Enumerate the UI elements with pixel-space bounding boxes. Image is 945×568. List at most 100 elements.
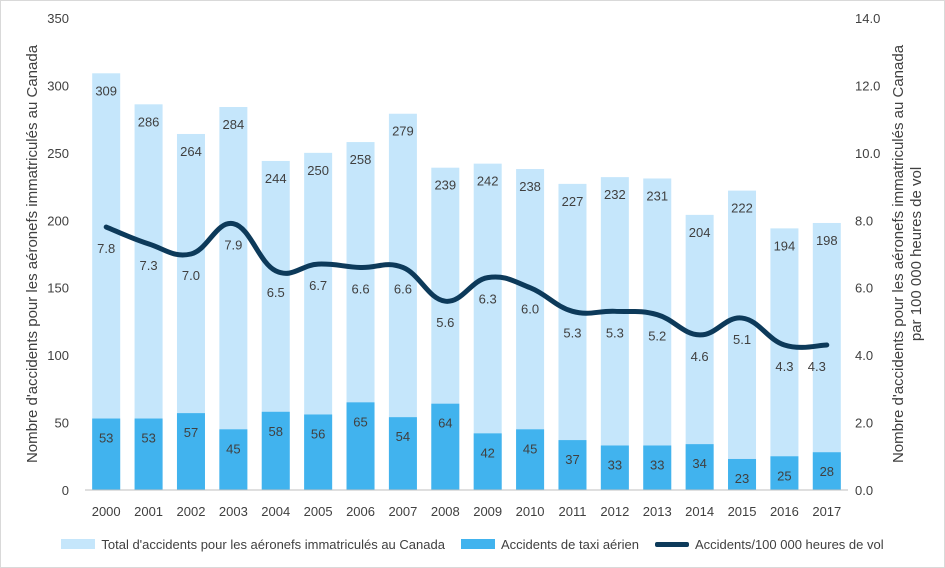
total-bar-label-2017: 198 — [816, 233, 838, 248]
total-bar-label-2000: 309 — [95, 83, 117, 98]
taxi-bar-2009 — [473, 433, 502, 490]
taxi-bar-label-2009: 42 — [480, 445, 494, 460]
legend: Total d'accidents pour les aéronefs imma… — [0, 533, 945, 555]
x-tick-2013: 2013 — [643, 504, 672, 519]
taxi-bar-label-2016: 25 — [777, 468, 791, 483]
total-bar-2003 — [219, 107, 248, 491]
y-right-tick-4.0: 4.0 — [855, 348, 873, 363]
x-tick-2003: 2003 — [219, 504, 248, 519]
total-bar-label-2008: 239 — [434, 178, 456, 193]
right-axis-title-line1: Nombre d'accidents pour les aéronefs imm… — [890, 44, 907, 463]
total-bar-label-2012: 232 — [604, 187, 626, 202]
total-bar-2016 — [770, 228, 799, 490]
taxi-bar-label-2011: 37 — [565, 452, 579, 467]
taxi-bar-2008 — [431, 403, 460, 490]
taxi-bar-label-2002: 57 — [184, 425, 198, 440]
y-right-tick-2.0: 2.0 — [855, 416, 873, 431]
rate-label-2002: 7.0 — [182, 268, 200, 283]
taxi-bar-2001 — [134, 418, 163, 490]
rate-label-2001: 7.3 — [140, 258, 158, 273]
taxi-bar-2007 — [388, 417, 417, 490]
x-tick-2004: 2004 — [261, 504, 290, 519]
taxi-bar-label-2014: 34 — [692, 456, 706, 471]
taxi-bar-2015 — [728, 458, 757, 490]
x-tick-2011: 2011 — [558, 504, 586, 519]
y-left-tick-150: 150 — [47, 281, 69, 296]
taxi-bar-2011 — [558, 440, 587, 490]
taxi-bar-label-2004: 58 — [269, 424, 283, 439]
y-left-tick-200: 200 — [47, 213, 69, 228]
total-bar-2017 — [812, 222, 841, 491]
taxi-bar-2010 — [516, 429, 545, 490]
taxi-bar-label-2007: 54 — [396, 429, 410, 444]
taxi-bar-label-2008: 64 — [438, 416, 452, 431]
taxi-bar-2004 — [261, 411, 290, 490]
y-right-tick-0.0: 0.0 — [855, 483, 873, 498]
total-bar-label-2010: 238 — [519, 179, 541, 194]
legend-swatch-rate — [654, 541, 689, 547]
x-tick-2017: 2017 — [812, 504, 841, 519]
y-left-tick-50: 50 — [55, 416, 69, 431]
y-left-tick-300: 300 — [47, 78, 69, 93]
y-left-tick-350: 350 — [47, 11, 69, 26]
y-right-tick-14.0: 14.0 — [855, 11, 880, 26]
legend-swatch-taxi — [460, 539, 495, 549]
taxi-bar-label-2006: 65 — [353, 414, 367, 429]
y-right-tick-8.0: 8.0 — [855, 213, 873, 228]
total-bar-2013 — [643, 178, 672, 491]
y-right-tick-10.0: 10.0 — [855, 146, 880, 161]
taxi-bar-label-2012: 33 — [608, 457, 622, 472]
legend-label-total: Total d'accidents pour les aéronefs imma… — [101, 536, 445, 552]
taxi-bar-2005 — [304, 414, 333, 490]
taxi-bar-label-2013: 33 — [650, 457, 664, 472]
taxi-bar-label-2001: 53 — [141, 431, 155, 446]
total-bar-label-2001: 286 — [138, 114, 160, 129]
legend-label-rate: Accidents/100 000 heures de vol — [694, 536, 884, 552]
rate-line-layer: 7.8 7.3 7.0 7.9 6.5 6.7 6.6 6.6 5.6 6.3 6.0 5.3 5.3 5… — [97, 221, 830, 374]
left-axis-title: Nombre d'accidents pour les aéronefs imm… — [24, 44, 41, 463]
rate-label-2016: 4.3 — [775, 359, 793, 374]
x-tick-2005: 2005 — [304, 504, 333, 519]
legend-item-rate: Accidents/100 000 heures de vol — [654, 536, 884, 552]
x-tick-2001: 2001 — [134, 504, 163, 519]
total-bar-label-2016: 194 — [774, 238, 796, 253]
rate-label-2010: 6.0 — [521, 302, 539, 317]
legend-label-taxi: Accidents de taxi aérien — [500, 536, 639, 552]
total-bar-label-2011: 227 — [562, 194, 584, 209]
taxi-bar-2002 — [176, 413, 205, 490]
rate-label-2013: 5.2 — [648, 329, 666, 344]
total-bar-2012 — [600, 177, 629, 491]
taxi-bar-label-2000: 53 — [99, 431, 113, 446]
taxi-bar-2000 — [92, 418, 121, 490]
total-bar-label-2007: 279 — [392, 124, 414, 139]
total-bar-label-2013: 231 — [646, 188, 668, 203]
taxi-bar-2017 — [812, 452, 841, 490]
taxi-bar-label-2003: 45 — [226, 441, 240, 456]
taxi-bar-2013 — [643, 445, 672, 490]
total-bar-label-2005: 250 — [307, 163, 329, 178]
rate-label-2000: 7.8 — [97, 241, 115, 256]
rate-label-2008: 5.6 — [436, 315, 454, 330]
legend-item-taxi: Accidents de taxi aérien — [460, 536, 639, 552]
taxi-bar-2003 — [219, 429, 248, 490]
total-bar-2015 — [728, 190, 757, 491]
total-bar-label-2015: 222 — [731, 201, 753, 216]
total-bar-label-2014: 204 — [689, 225, 711, 240]
rate-label-2006: 6.6 — [351, 281, 369, 296]
x-tick-2015: 2015 — [728, 504, 757, 519]
rate-label-2007: 6.6 — [394, 281, 412, 296]
x-tick-2008: 2008 — [431, 504, 460, 519]
x-tick-2009: 2009 — [473, 504, 502, 519]
x-tick-2002: 2002 — [177, 504, 206, 519]
taxi-bar-label-2017: 28 — [820, 464, 834, 479]
taxi-bar-label-2005: 56 — [311, 426, 325, 441]
rate-label-2017: 4.3 — [808, 359, 826, 374]
rate-label-2014: 4.6 — [691, 349, 709, 364]
total-bar-label-2004: 244 — [265, 171, 287, 186]
legend-item-total: Total d'accidents pour les aéronefs imma… — [61, 537, 445, 552]
rate-label-2011: 5.3 — [563, 325, 581, 340]
rate-label-2003: 7.9 — [224, 238, 242, 253]
rate-label-2005: 6.7 — [309, 278, 327, 293]
x-tick-2016: 2016 — [770, 504, 799, 519]
